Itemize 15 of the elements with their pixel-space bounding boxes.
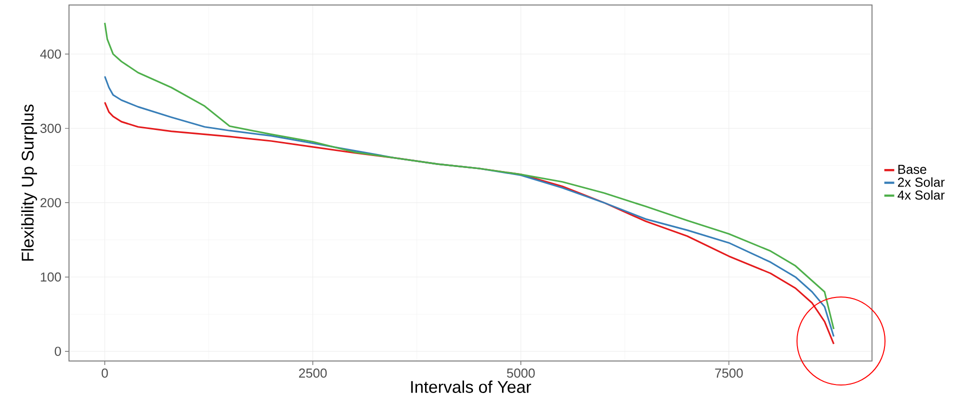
- y-tick-label: 300: [40, 124, 61, 133]
- y-tick-label: 400: [40, 49, 61, 59]
- y-tick-label: 0: [54, 346, 61, 356]
- y-tick-label: 200: [40, 198, 61, 208]
- legend-label: 2x Solar: [898, 177, 945, 187]
- y-tick-label: 100: [40, 272, 61, 282]
- x-tick-label: 0: [102, 368, 108, 378]
- legend-label: 4x Solar: [898, 190, 945, 200]
- y-axis-title: Flexibility Up Surplus: [21, 104, 38, 261]
- x-tick-label: 2500: [299, 368, 327, 378]
- line-series: [104, 22, 835, 330]
- legend-label: Base: [898, 164, 926, 174]
- x-tick-label: 5000: [506, 368, 535, 378]
- x-axis-title: Intervals of Year: [411, 380, 532, 393]
- x-tick-label: 7500: [715, 368, 743, 378]
